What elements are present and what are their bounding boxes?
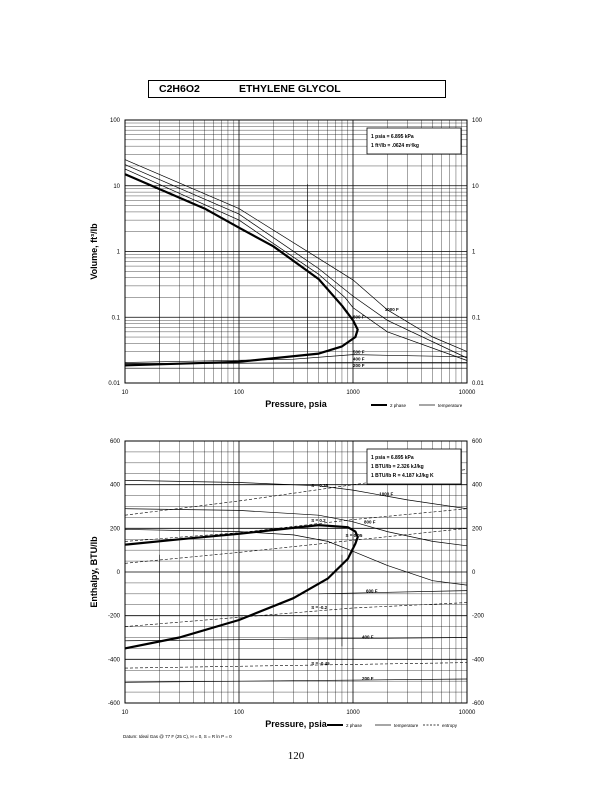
y-tick-label-right: -200 xyxy=(472,614,485,620)
isotherm-line xyxy=(124,637,468,642)
compound-formula: C2H6O2 xyxy=(159,83,200,95)
info-box-line: 1 psia = 6.895 kPa xyxy=(371,134,414,140)
x-axis-title: Pressure, psia xyxy=(265,719,328,729)
page-number: 120 xyxy=(287,750,305,762)
x-tick-label: 10 xyxy=(122,710,129,716)
y-tick-label: 0.1 xyxy=(112,315,121,321)
y-tick-label-right: -600 xyxy=(472,701,485,707)
y-tick-label: 200 xyxy=(110,526,121,532)
grid-lines xyxy=(125,120,467,383)
title-box: C2H6O2 ETHYLENE GLYCOL xyxy=(148,80,446,98)
x-tick-label: 100 xyxy=(234,390,245,396)
y-axis-title: Enthalpy, BTU/lb xyxy=(89,536,99,608)
y-tick-label-right: 10 xyxy=(472,184,479,190)
footnote: Datum: Ideal Gas @ 77 F (25 C), H = 0, S… xyxy=(123,734,232,739)
y-tick-label-right: 1 xyxy=(472,250,476,256)
saturation-curve xyxy=(124,173,359,367)
y-tick-label: -400 xyxy=(108,657,121,663)
entropy-label: S = -0.2 xyxy=(311,605,327,610)
isotherm-line xyxy=(124,159,468,352)
isotherm-label: 200 F xyxy=(362,676,374,681)
isotherm-label: 800 F xyxy=(364,520,376,525)
compound-name: ETHYLENE GLYCOL xyxy=(239,83,341,95)
y-tick-label: 10 xyxy=(113,184,120,190)
entropy-line xyxy=(124,602,468,627)
y-tick-label-right: 600 xyxy=(472,439,483,445)
isotherm-label: 800 F xyxy=(353,315,365,320)
isotherm-line xyxy=(124,354,468,363)
x-tick-label: 1000 xyxy=(346,710,360,716)
y-tick-label: -600 xyxy=(108,701,121,707)
y-tick-label: 1 xyxy=(117,250,121,256)
info-box-line: 1 BTU/lb R = 4.187 kJ/kg K xyxy=(371,473,434,479)
x-tick-label: 10 xyxy=(122,390,129,396)
legend-label: temperature xyxy=(394,723,419,728)
y-tick-label-right: -400 xyxy=(472,657,485,663)
y-tick-label-right: 0 xyxy=(472,570,476,576)
entropy-line xyxy=(124,528,468,564)
isotherm-line xyxy=(124,678,468,683)
x-tick-label: 10000 xyxy=(459,390,476,396)
x-axis-title: Pressure, psia xyxy=(265,399,328,409)
entropy-label: S = -0.45 xyxy=(311,661,330,666)
entropy-line xyxy=(124,662,468,669)
y-axis-title: Volume, ft³/lb xyxy=(89,223,99,280)
entropy-line xyxy=(124,508,468,542)
isotherm-label: 500 F xyxy=(353,350,365,355)
info-box xyxy=(366,127,462,155)
saturation-curve xyxy=(124,524,359,650)
y-tick-label: 400 xyxy=(110,483,121,489)
isotherm-line xyxy=(124,479,468,510)
legend-label: 2 phase xyxy=(346,723,363,728)
legend-label: entropy xyxy=(442,723,458,728)
y-tick-label-right: 0.01 xyxy=(472,381,484,387)
isotherm-label: 400 F xyxy=(353,356,365,361)
info-box-line: 1 psia = 6.895 kPa xyxy=(371,455,414,461)
y-tick-label-right: 100 xyxy=(472,118,483,124)
y-tick-label: 0 xyxy=(117,570,121,576)
entropy-label: S = 0.05 xyxy=(346,533,363,538)
isotherm-label: 1000 F xyxy=(385,307,399,312)
x-tick-label: 100 xyxy=(234,710,245,716)
info-box-line: 1 ft³/lb = .0624 m³/kg xyxy=(371,143,419,149)
y-tick-label: -200 xyxy=(108,614,121,620)
isotherm-line xyxy=(124,168,468,361)
isotherm-label: 200 F xyxy=(353,363,365,368)
y-tick-label-right: 200 xyxy=(472,526,483,532)
legend-label: 2 phase xyxy=(390,403,407,408)
isotherm-label: 600 F xyxy=(366,589,378,594)
plot-frame xyxy=(124,119,468,384)
enthalpy-pressure-chart: 10 100 1000 10000 600 400 200 0 -200 -400 -600 600 4… xyxy=(89,439,485,739)
entropy-label: S = 0.2 xyxy=(311,518,326,523)
isotherm-line xyxy=(318,590,468,595)
entropy-label: S = 0.35 xyxy=(311,483,328,488)
isotherm-line xyxy=(124,508,468,547)
legend-label: temperature xyxy=(438,403,463,408)
info-box-line: 1 BTU/lb = 2.326 kJ/kg xyxy=(371,464,424,470)
y-tick-label: 100 xyxy=(110,118,121,124)
plot-frame xyxy=(124,440,468,704)
x-tick-label: 10000 xyxy=(459,710,476,716)
x-tick-label: 1000 xyxy=(346,390,360,396)
isotherm-line xyxy=(124,164,468,359)
y-tick-label-right: 400 xyxy=(472,483,483,489)
y-tick-label: 600 xyxy=(110,439,121,445)
isotherm-label: 400 F xyxy=(362,635,374,640)
isotherm-label: 1000 F xyxy=(379,492,393,497)
y-tick-label: 0.01 xyxy=(108,381,120,387)
y-tick-label-right: 0.1 xyxy=(472,315,481,321)
info-box xyxy=(366,448,462,485)
volume-pressure-chart: 10 100 1000 10000 100 10 1 0.1 0.01 100 10 1 0.1 0.01… xyxy=(89,118,484,409)
